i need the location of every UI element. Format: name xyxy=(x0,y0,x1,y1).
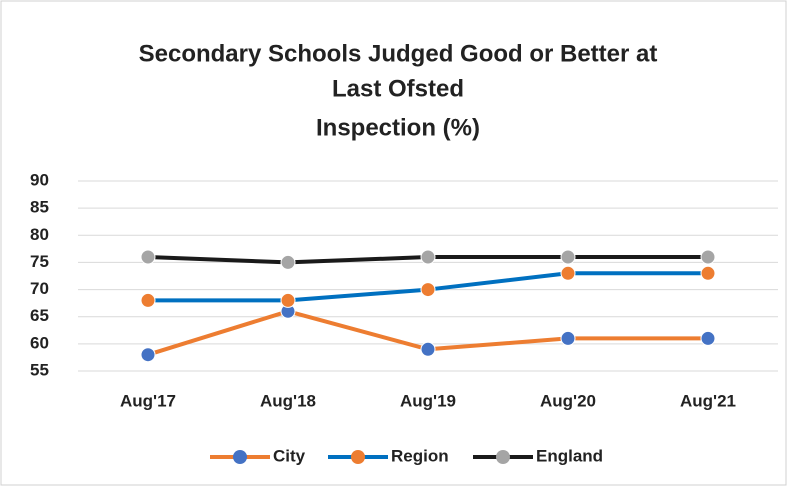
data-point xyxy=(700,330,716,346)
data-point xyxy=(700,265,716,281)
legend-marker xyxy=(233,450,247,464)
y-tick-label: 65 xyxy=(30,306,49,325)
x-tick-label: Aug'18 xyxy=(260,391,316,410)
data-point xyxy=(700,249,716,265)
chart-title: Secondary Schools Judged Good or Better … xyxy=(139,40,658,67)
y-tick-label: 75 xyxy=(30,252,49,271)
x-tick-label: Aug'20 xyxy=(540,391,596,410)
y-tick-label: 90 xyxy=(30,170,49,189)
data-point xyxy=(420,249,436,265)
legend-label: England xyxy=(536,446,603,465)
data-point xyxy=(560,330,576,346)
data-point xyxy=(140,292,156,308)
data-point xyxy=(560,249,576,265)
data-point xyxy=(140,347,156,363)
data-point xyxy=(280,254,296,270)
y-tick-label: 85 xyxy=(30,198,49,217)
data-point xyxy=(560,265,576,281)
legend-label: City xyxy=(273,446,306,465)
legend-marker xyxy=(351,450,365,464)
chart-title: Last Ofsted xyxy=(332,75,464,102)
y-tick-label: 55 xyxy=(30,360,49,379)
data-point xyxy=(420,341,436,357)
x-tick-label: Aug'21 xyxy=(680,391,736,410)
y-tick-label: 80 xyxy=(30,225,49,244)
x-tick-label: Aug'19 xyxy=(400,391,456,410)
y-tick-label: 60 xyxy=(30,333,49,352)
legend-marker xyxy=(496,450,510,464)
data-point xyxy=(280,292,296,308)
data-point xyxy=(140,249,156,265)
x-tick-label: Aug'17 xyxy=(120,391,176,410)
y-tick-label: 70 xyxy=(30,279,49,298)
legend-label: Region xyxy=(391,446,449,465)
data-point xyxy=(420,282,436,298)
chart-title: Inspection (%) xyxy=(316,114,480,141)
